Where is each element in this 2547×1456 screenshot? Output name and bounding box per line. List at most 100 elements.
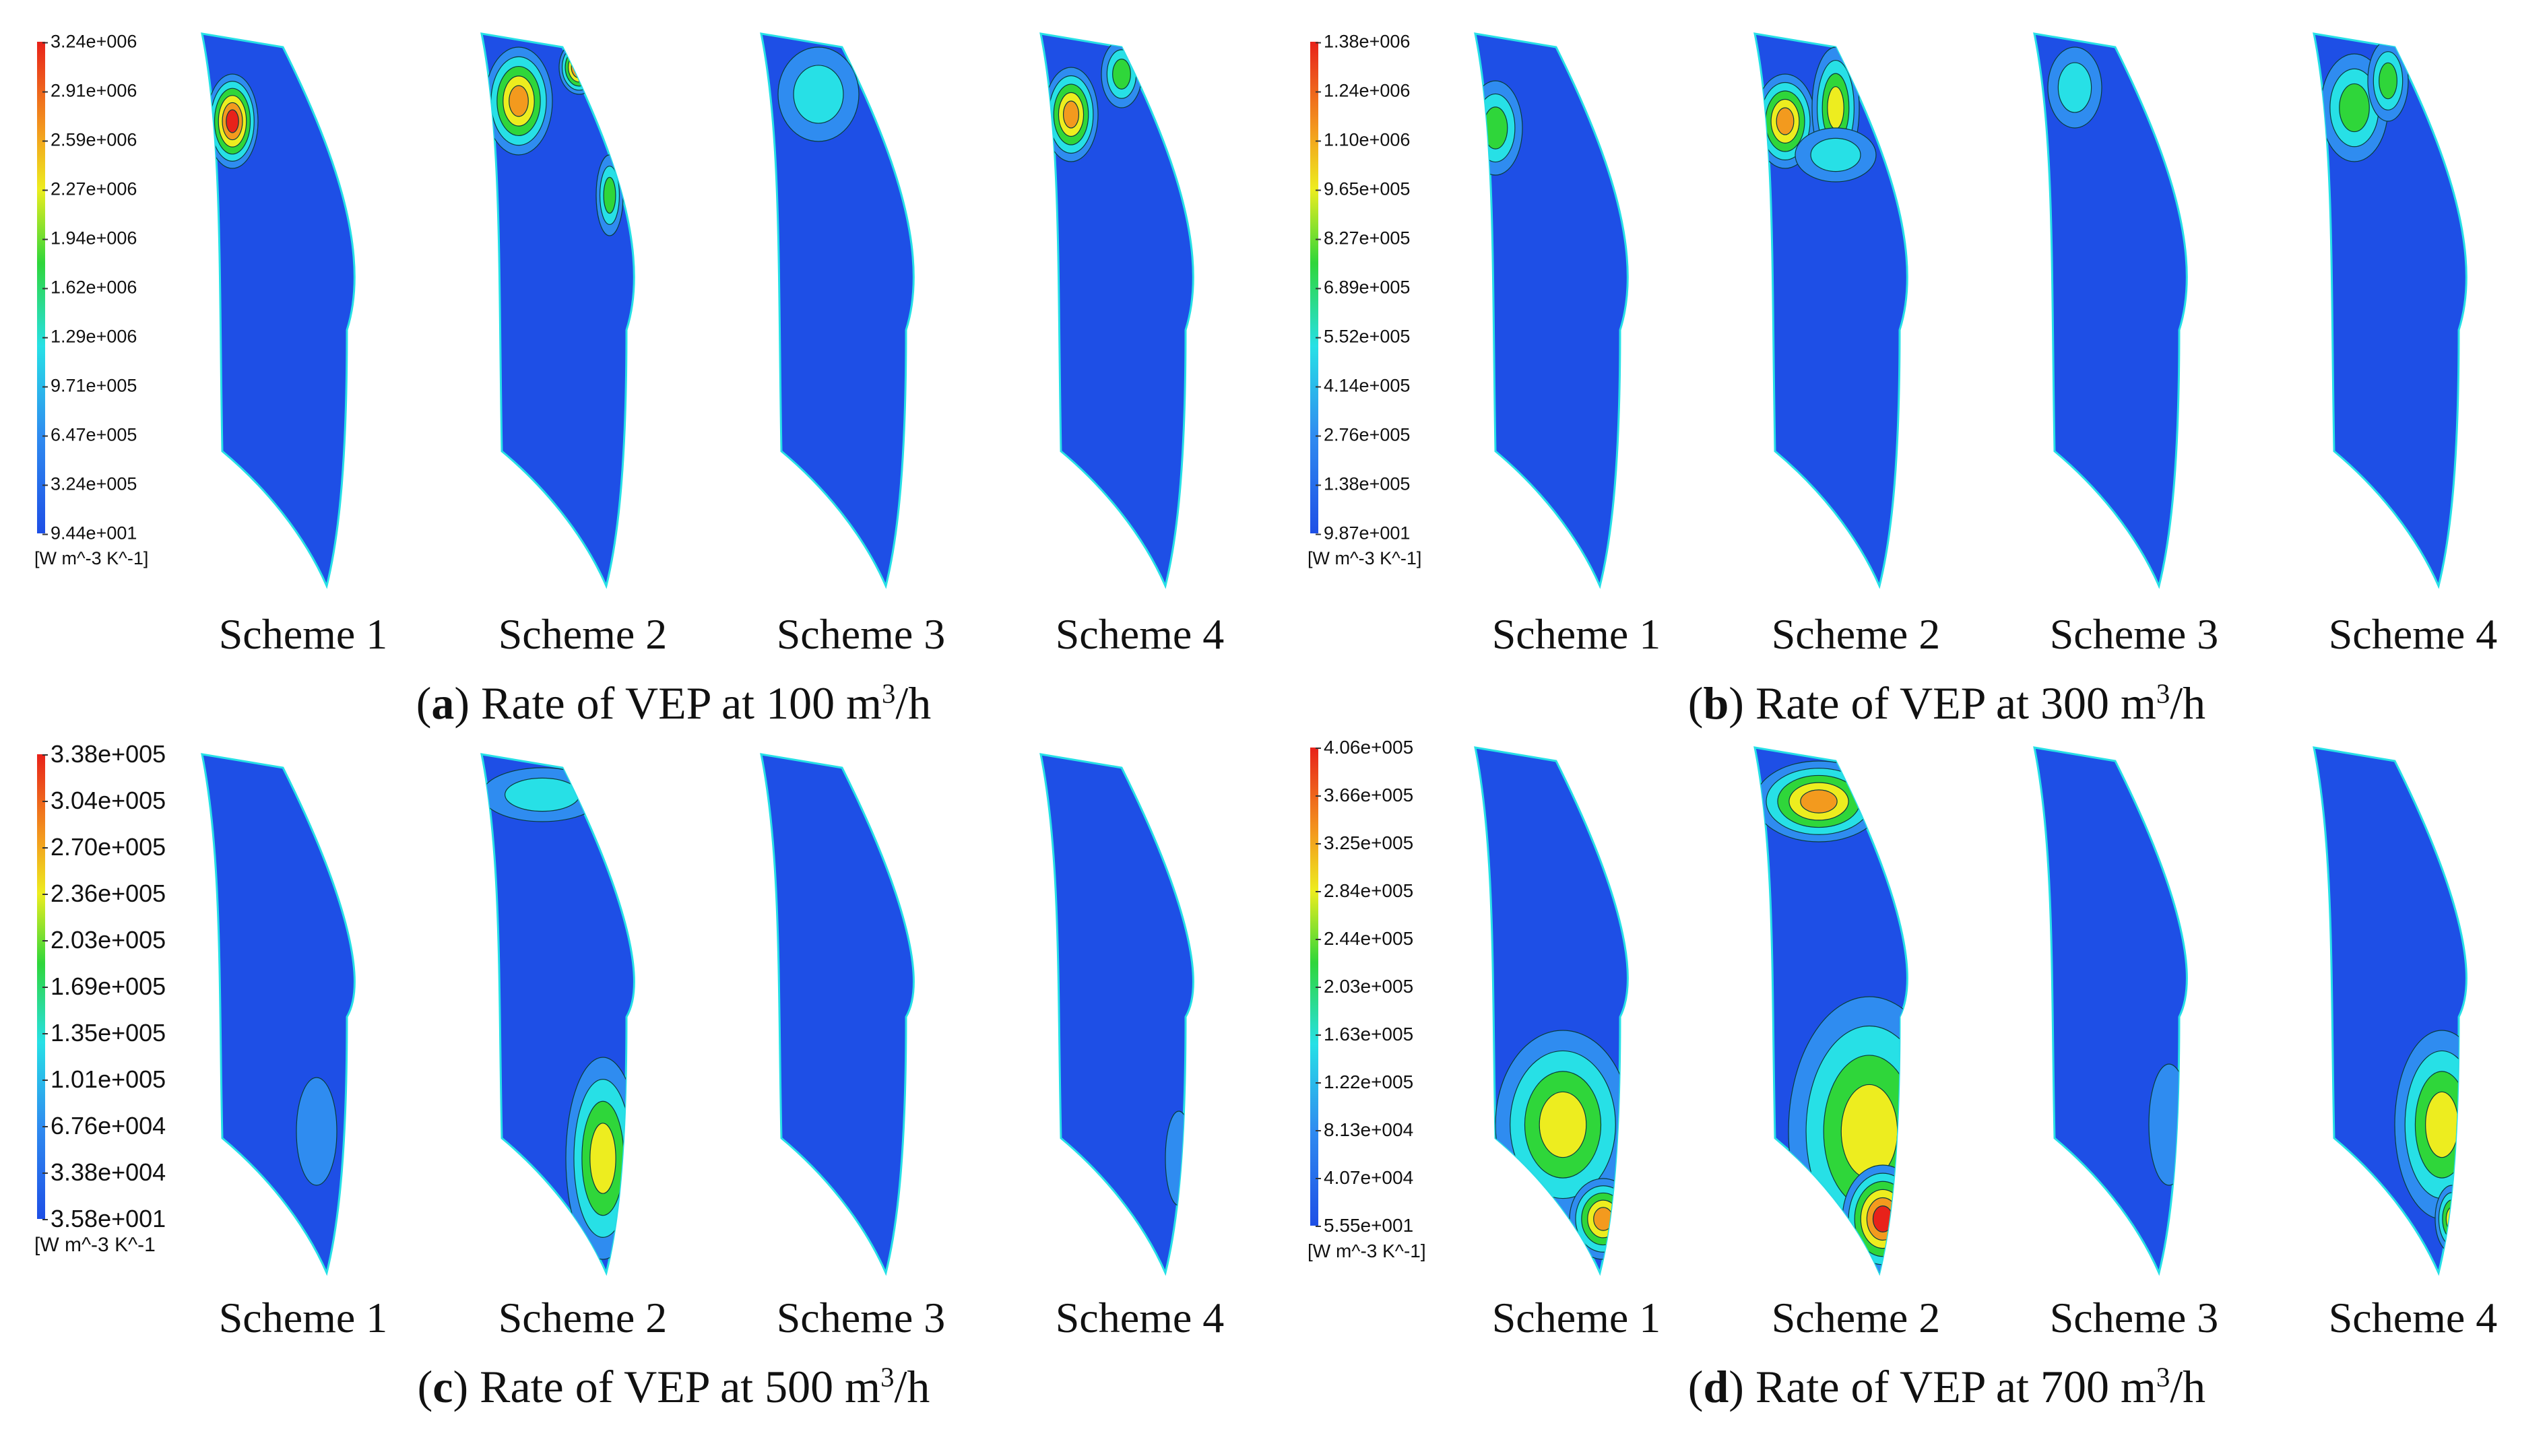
legend-tick-label: 2.59e+006 (42, 129, 137, 150)
legend-tick-label: 3.24e+005 (42, 473, 137, 494)
blade-scheme-3 (2033, 32, 2188, 589)
legend-tick-label: 5.52e+005 (1315, 326, 1411, 347)
scheme-label: Scheme 1 (218, 610, 388, 658)
contour-level (1840, 1084, 1898, 1179)
legend-tick-label: 9.65e+005 (1315, 178, 1411, 199)
panel-a: 3.24e+006 2.91e+006 2.59e+006 2.27e+006 1.94… (0, 0, 1266, 729)
scheme-label: Scheme 3 (776, 610, 946, 658)
caption-sup: 3 (880, 1362, 895, 1393)
legend-tick-label: 9.87e+001 (1315, 523, 1411, 543)
contour-level (226, 109, 239, 133)
legend-tick-label: 2.03e+005 (1315, 976, 1414, 997)
legend-tick-label: 3.38e+004 (42, 1158, 166, 1186)
legend-unit: [W m^-3 K^-1] (1308, 1240, 1426, 1261)
legend-tick-label: 9.71e+005 (42, 375, 137, 396)
scheme-label: Scheme 1 (1491, 1294, 1661, 1342)
scheme-label: Scheme 2 (1771, 1294, 1941, 1342)
contour-level (1800, 789, 1838, 814)
contour-level (509, 85, 529, 117)
blade-scheme-2 (480, 753, 635, 1276)
blade-scheme-4 (2313, 32, 2468, 589)
legend-tick-label: 1.38e+006 (1315, 31, 1411, 52)
colorbar (37, 42, 45, 533)
caption-letter: c (432, 1361, 453, 1412)
contour-level (505, 777, 580, 812)
contour-level (2442, 1199, 2462, 1238)
caption-sup: 3 (2156, 678, 2170, 709)
caption-d: (d) Rate of VEP at 700 m3/h (1687, 1361, 2206, 1412)
contour-level (2057, 62, 2092, 113)
scheme-label: Scheme 4 (2328, 1294, 2498, 1342)
contour-level (603, 176, 616, 214)
legend-tick-label: 3.38e+005 (42, 740, 166, 768)
legend-tick-label: 6.76e+004 (42, 1112, 166, 1139)
blade-scheme-3 (760, 753, 915, 1276)
blade-body (1039, 753, 1194, 1276)
blade-scheme-4 (2313, 746, 2468, 1276)
blade-scheme-4 (1039, 753, 1194, 1276)
contour-level (589, 1123, 616, 1194)
legend-tick-label: 2.84e+005 (1315, 880, 1414, 901)
blades-a (201, 32, 1194, 589)
legend-tick-label: 9.44e+001 (42, 523, 137, 543)
blade-scheme-1 (201, 753, 356, 1276)
scheme-label: Scheme 1 (1491, 610, 1661, 658)
blades-b (1474, 32, 2468, 589)
blade-body (2313, 32, 2468, 589)
caption-text: Rate of VEP at 100 m (481, 677, 882, 729)
scheme-label: Scheme 3 (2049, 610, 2219, 658)
contour-level (1112, 59, 1131, 90)
contour-level (1062, 100, 1080, 129)
contour-level (2425, 1091, 2459, 1158)
scheme-label: Scheme 2 (1771, 610, 1941, 658)
blade-scheme-4 (1039, 32, 1194, 589)
blade-body (1474, 32, 1629, 589)
caption-letter: b (1703, 677, 1729, 729)
legend-tick-label: 1.24e+006 (1315, 80, 1411, 101)
blade-scheme-3 (760, 32, 915, 589)
legend-tick-label: 8.27e+005 (1315, 228, 1411, 249)
scheme-label: Scheme 4 (2328, 610, 2498, 658)
caption-sup: 3 (2156, 1362, 2170, 1393)
legend-tick-label: 3.25e+005 (1315, 832, 1414, 853)
legend-tick-label: 3.66e+005 (1315, 785, 1414, 805)
colorbar (37, 754, 45, 1219)
colorbar (1310, 42, 1318, 533)
legend-tick-label: 2.91e+006 (42, 80, 137, 101)
blades-d (1474, 746, 2468, 1276)
legend-tick-label: 4.07e+004 (1315, 1167, 1414, 1188)
caption-letter: a (431, 677, 455, 729)
contour-level (2339, 83, 2370, 133)
legend-tick-label: 8.13e+004 (1315, 1119, 1414, 1140)
legend-tick-label: 1.69e+005 (42, 972, 166, 1000)
panel-d: 4.06e+005 3.66e+005 3.25e+005 2.84e+005 2.44… (1273, 734, 2540, 1455)
blade-scheme-2 (480, 32, 635, 589)
scheme-label: Scheme 2 (498, 1294, 668, 1342)
contour-level (1810, 137, 1861, 172)
contour-level (571, 56, 588, 79)
caption-text: Rate of VEP at 500 m (480, 1361, 881, 1412)
legend-tick-label: 6.47e+005 (42, 424, 137, 445)
legend-tick-label: 2.03e+005 (42, 926, 166, 954)
blade-scheme-3 (2033, 746, 2188, 1276)
legend-tick-label: 6.89e+005 (1315, 277, 1411, 298)
legend-tick-label: 2.76e+005 (1315, 424, 1411, 445)
caption-end: /h (894, 1361, 930, 1412)
legend-tick-label: 1.63e+005 (1315, 1024, 1414, 1045)
blade-body (1039, 32, 1194, 589)
legend-tick-label: 1.38e+005 (1315, 473, 1411, 494)
blade-body (2033, 32, 2188, 589)
caption-c: (c) Rate of VEP at 500 m3/h (417, 1361, 930, 1412)
contour-level (296, 1077, 337, 1186)
legend-unit: [W m^-3 K^-1] (1308, 548, 1422, 568)
blade-body (201, 32, 356, 589)
blade-body (760, 32, 915, 589)
caption-sup: 3 (881, 678, 896, 709)
legend-tick-label: 1.10e+006 (1315, 129, 1411, 150)
legend-tick-label: 4.06e+005 (1315, 737, 1414, 758)
caption-b: (b) Rate of VEP at 300 m3/h (1687, 677, 2206, 729)
legend-tick-label: 1.94e+006 (42, 228, 137, 249)
scheme-label: Scheme 1 (218, 1294, 388, 1342)
colorbar (1310, 748, 1318, 1226)
contour-level (1539, 1091, 1587, 1158)
